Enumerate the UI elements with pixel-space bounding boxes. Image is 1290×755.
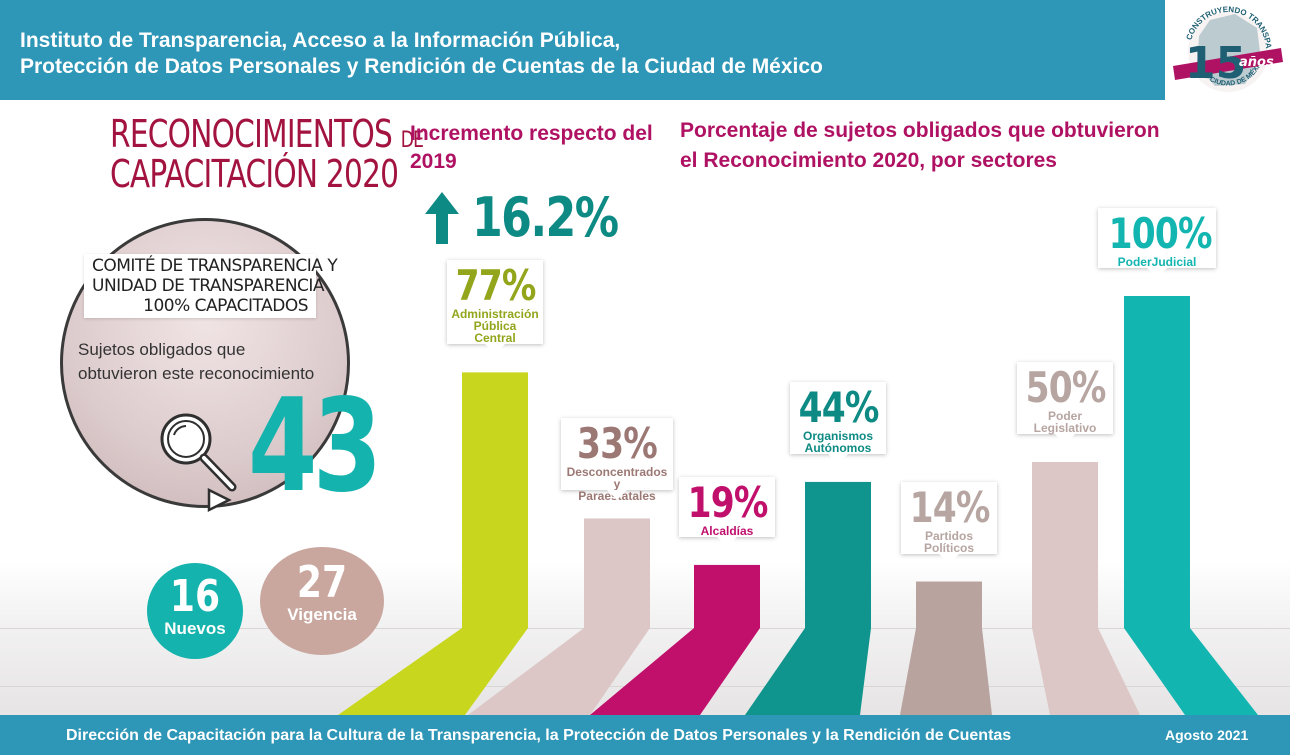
bar-category-label: Pública <box>473 319 517 334</box>
callout-pointer <box>717 536 737 547</box>
logo-sub: años <box>1239 55 1274 70</box>
bar-category-label: Organismos <box>802 428 874 443</box>
bar-value-label: 77% <box>455 261 537 311</box>
subjects-caption: Sujetos obligados que obtuvieron este re… <box>78 338 348 386</box>
committee-line-1: COMITÉ DE TRANSPARENCIA Y <box>92 256 338 276</box>
bar-category-label: Administración <box>451 307 539 322</box>
bar-callout: 33% Desconcentrados y Paraestatales <box>561 418 673 502</box>
callout-pointer <box>1147 268 1167 278</box>
bar-callout: 19% Alcaldías <box>679 476 775 547</box>
bar-floor-segment <box>1124 628 1258 715</box>
bar <box>1124 296 1190 628</box>
callout-pointer <box>939 553 959 564</box>
bar-value-label: 19% <box>687 477 769 527</box>
bar-callout: 100% PoderJudicial <box>1098 208 1216 278</box>
bar <box>916 581 982 628</box>
committee-line-3: 100% CAPACITADOS <box>143 296 308 316</box>
bar-callout: 44% Organismos Autónomos <box>790 381 886 464</box>
bar-value-label: 50% <box>1025 363 1107 412</box>
arrow-up-icon <box>425 192 459 244</box>
bar-category-label: Poder <box>1047 409 1082 423</box>
bar-callout: 77% Administración Pública Central <box>447 260 543 355</box>
bar-value-label: 100% <box>1108 209 1213 258</box>
bar-category-label: Desconcentrados y <box>566 465 668 492</box>
footer-banner: Dirección de Capacitación para la Cultur… <box>0 715 1290 755</box>
bar-floor-segment <box>590 628 760 715</box>
bar-category-label: Políticos <box>923 540 974 555</box>
subjects-line-2: obtuvieron este reconocimiento <box>78 364 315 383</box>
bar-callout: 50% Poder Legislativo <box>1017 362 1113 444</box>
committee-line-2: UNIDAD DE TRANSPARENCIA <box>92 276 325 296</box>
magnifier-icon <box>160 413 237 492</box>
bar-floor-segment <box>468 628 650 715</box>
bar-value-label: 14% <box>909 482 991 532</box>
play-arrow-icon <box>207 488 232 513</box>
subjects-total: 43 <box>248 372 382 521</box>
header-line-2: Protección de Datos Personales y Rendici… <box>20 55 823 78</box>
bar-floor-segment <box>745 628 871 715</box>
title-line-1: RECONOCIMIENTOS <box>110 112 393 156</box>
page-title: RECONOCIMIENTOS DE CAPACITACIÓN 2020 <box>110 112 424 196</box>
increment-title: Incremento respecto del 2019 <box>410 122 653 173</box>
bar-value-label: 33% <box>577 419 658 469</box>
callout-pointer <box>828 453 848 464</box>
anniversary-logo-icon: CONSTRUYENDO TRANSPARENCIA INFO CIUDAD D… <box>1165 0 1283 92</box>
bar-callout: 14% Partidos Políticos <box>901 481 997 564</box>
footer-text: Dirección de Capacitación para la Cultur… <box>66 727 1012 744</box>
vigencia-badge: 27 Vigencia <box>260 547 384 655</box>
nuevos-badge: 16 Nuevos <box>147 563 243 659</box>
bar-value-label: 44% <box>798 382 880 432</box>
committee-box: COMITÉ DE TRANSPARENCIA Y UNIDAD DE TRAN… <box>84 254 338 318</box>
footer-date: Agosto 2021 <box>1165 727 1249 743</box>
chart-title: Porcentaje de sujetos obligados que obtu… <box>680 119 1160 172</box>
header-banner: Instituto de Transparencia, Acceso a la … <box>0 0 1165 100</box>
anniversary-logo: CONSTRUYENDO TRANSPARENCIA INFO CIUDAD D… <box>1165 0 1290 100</box>
vigencia-label: Vigencia <box>287 605 357 624</box>
nuevos-value: 16 <box>169 571 221 622</box>
header-line-1: Instituto de Transparencia, Acceso a la … <box>20 29 621 52</box>
bar <box>584 518 650 628</box>
callout-pointer <box>485 344 505 355</box>
subjects-line-1: Sujetos obligados que <box>78 340 246 359</box>
bar-floor-segment <box>900 628 992 715</box>
bar <box>1032 462 1098 628</box>
bar <box>694 564 760 628</box>
increment-value: 16.2% <box>472 186 619 249</box>
bar <box>805 481 871 628</box>
bar-category-label: Central <box>474 331 516 346</box>
callout-pointer <box>607 490 627 501</box>
logo-number: 15 <box>1185 38 1246 89</box>
nuevos-label: Nuevos <box>164 619 226 638</box>
callout-pointer <box>1055 434 1075 444</box>
bar-category-label: PoderJudicial <box>1117 255 1197 269</box>
bar <box>462 372 528 628</box>
bar-category-label: Legislativo <box>1033 421 1097 435</box>
bar-floor-segment <box>338 628 528 715</box>
bar-category-label: Alcaldías <box>700 523 754 538</box>
bar-category-label: Partidos <box>924 528 973 543</box>
vigencia-value: 27 <box>296 557 348 608</box>
title-de: DE <box>400 128 424 153</box>
bar-floor-segment <box>1032 628 1140 715</box>
bar-category-label: Autónomos <box>804 440 872 455</box>
